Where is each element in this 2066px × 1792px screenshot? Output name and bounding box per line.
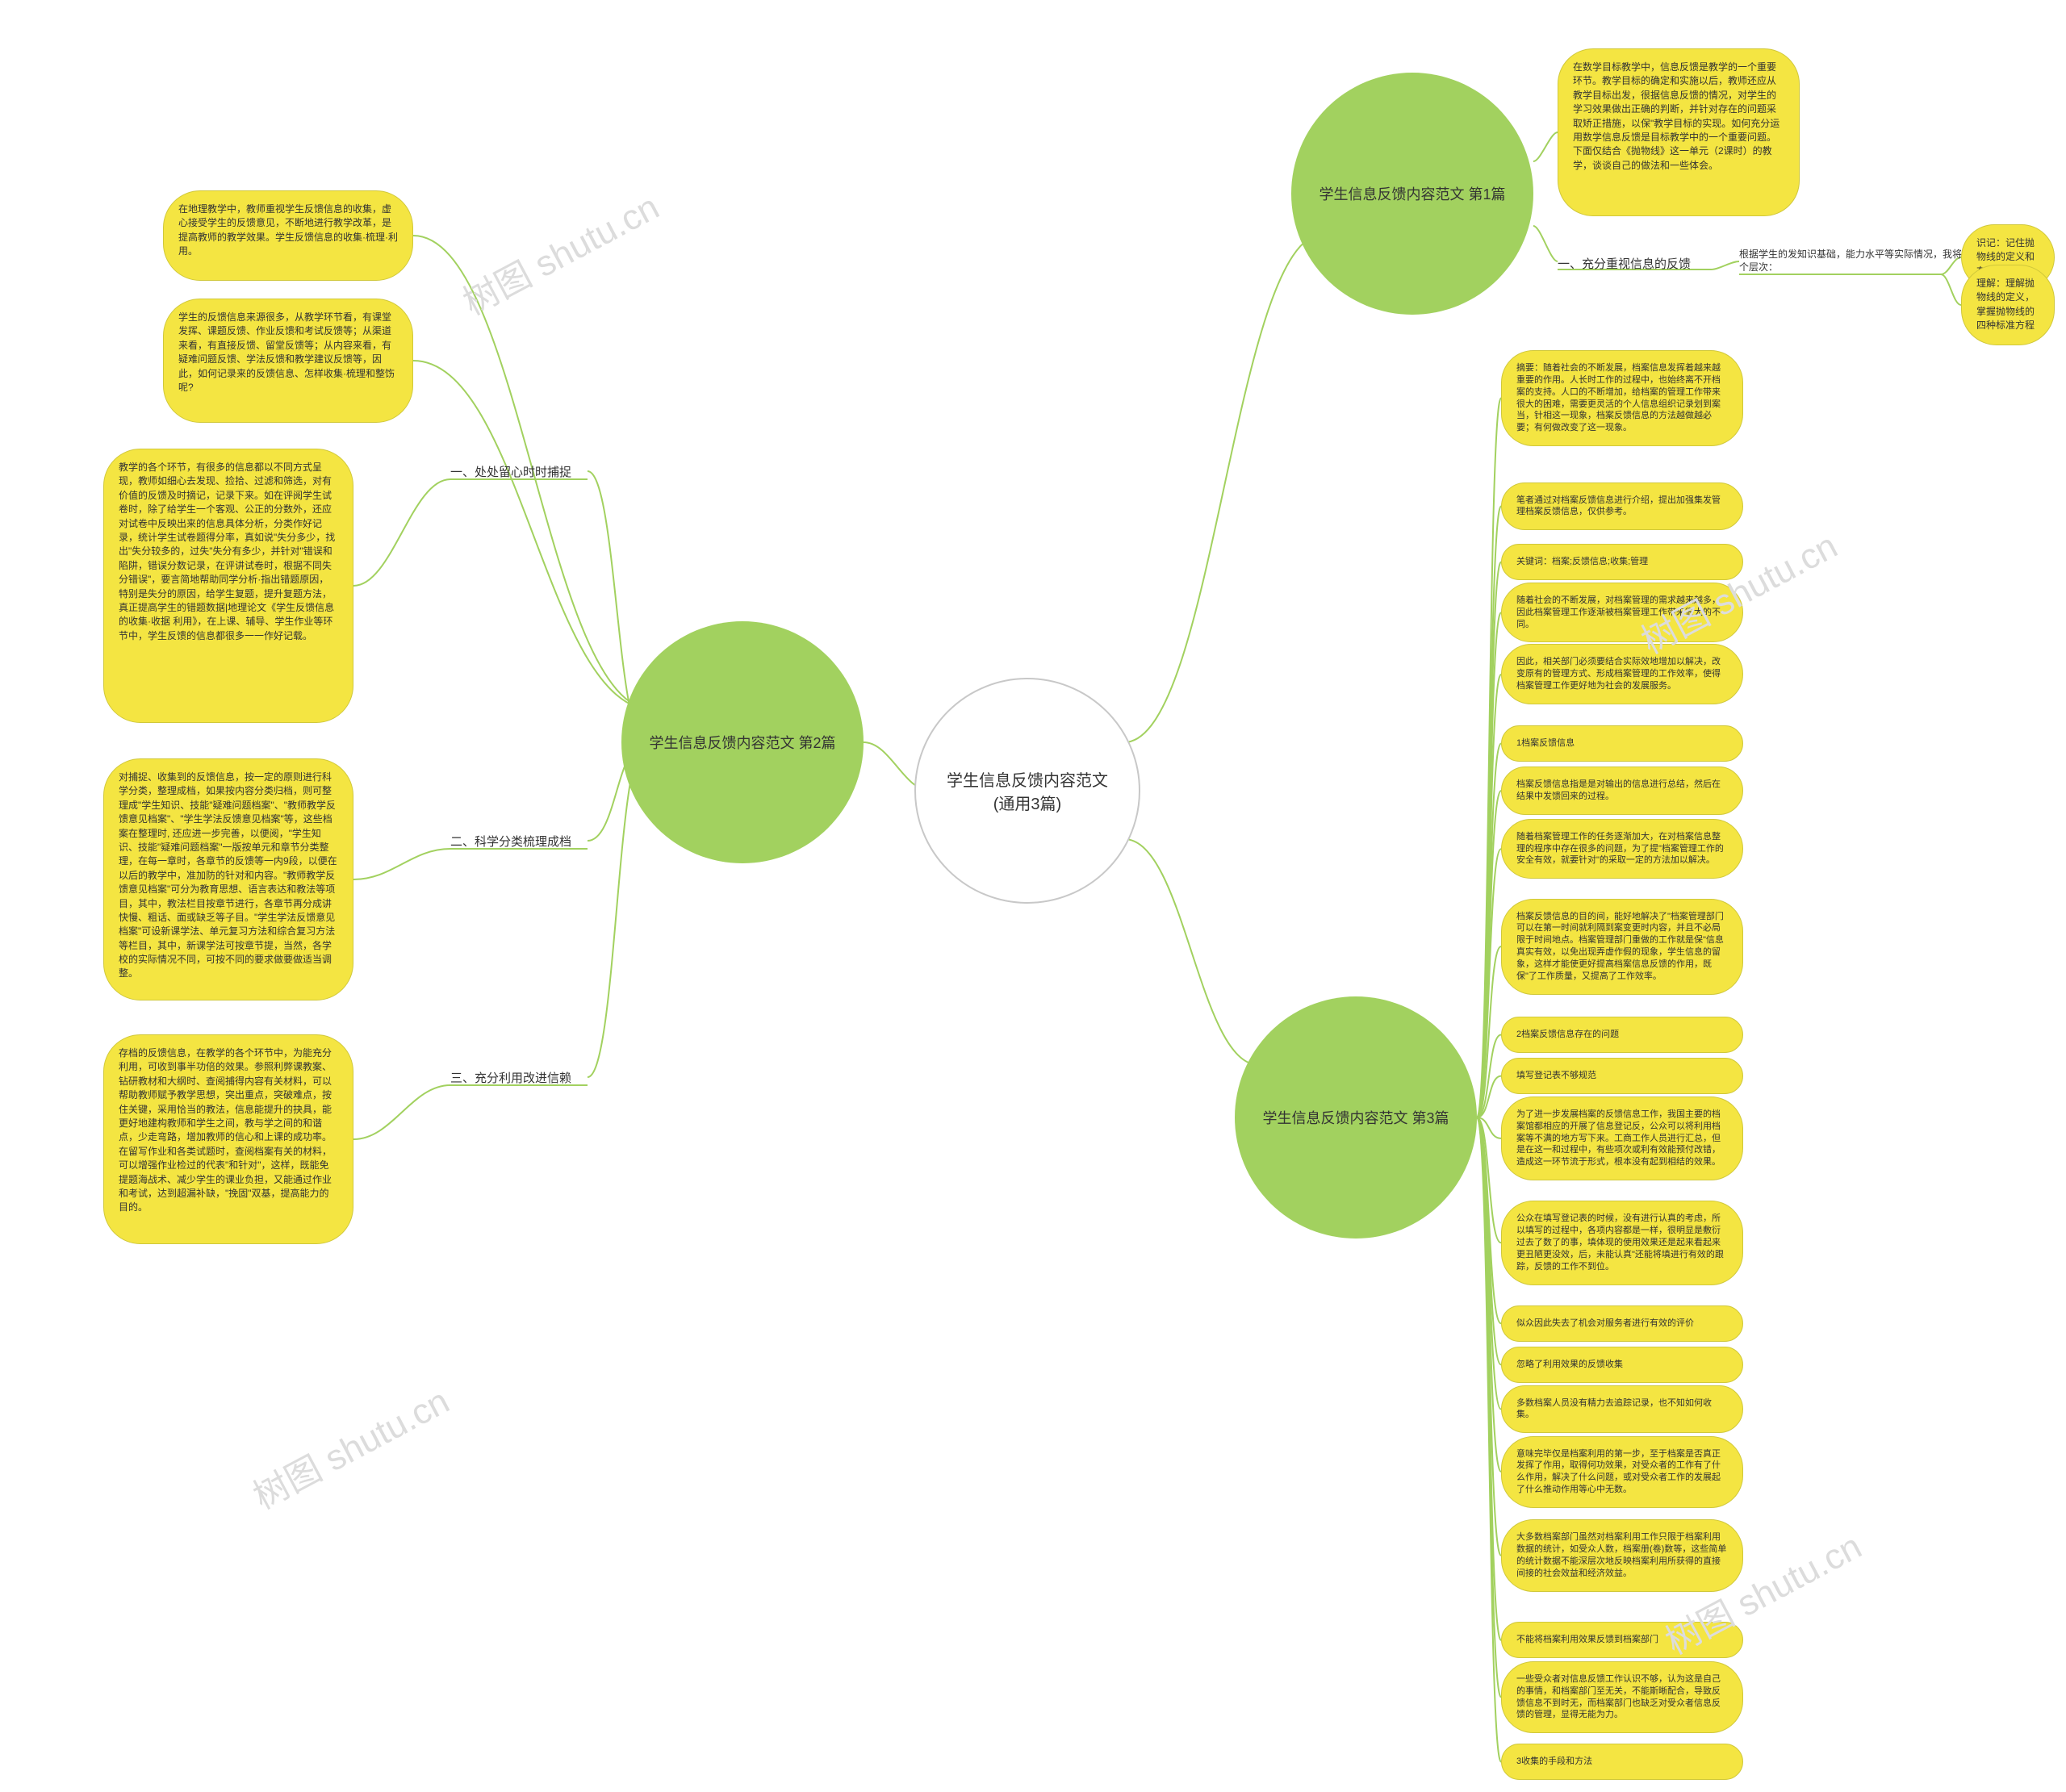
b3-leaf[interactable]: 关键词：档案;反馈信息;收集;管理 (1501, 544, 1743, 580)
leaf-text: 随着社会的不断发展，对档案管理的需求越来越多，因此档案管理工作逐渐被档案管理工作… (1516, 595, 1721, 629)
leaf-text: 理解：理解抛物线的定义，掌握抛物线的四种标准方程 (1976, 278, 2035, 331)
branch-article-3[interactable]: 学生信息反馈内容范文 第3篇 (1235, 996, 1477, 1239)
leaf-text: 笔者通过对档案反馈信息进行介绍，提出加强集发管理档案反馈信息，仅供参考。 (1516, 495, 1721, 517)
leaf-text: 在数学目标教学中，信息反馈是教学的一个重要环节。教学目标的确定和实施以后，教师还… (1573, 61, 1780, 171)
leaf-text: 公众在填写登记表的时候，没有进行认真的考虑，所以填写的过程中，各项内容都是一样，… (1516, 1213, 1724, 1271)
leaf-text: 2档案反馈信息存在的问题 (1516, 1030, 1619, 1039)
b3-leaf[interactable]: 填写登记表不够规范 (1501, 1058, 1743, 1094)
subnode-b2-3[interactable]: 三、充分利用改进信赖 (450, 1069, 588, 1086)
leaf-text: 档案反馈信息指是是对输出的信息进行总结，然后在结果中发馈回来的过程。 (1516, 779, 1721, 801)
leaf-text: 教学的各个环节，有很多的信息都以不同方式呈现，教师如细心去发现、捡拾、过滤和筛选… (119, 462, 335, 641)
leaf-text: 3收集的手段和方法 (1516, 1756, 1592, 1766)
leaf-text: 填写登记表不够规范 (1516, 1071, 1596, 1080)
b3-leaf[interactable]: 2档案反馈信息存在的问题 (1501, 1017, 1743, 1053)
b3-leaf[interactable]: 档案反馈信息指是是对输出的信息进行总结，然后在结果中发馈回来的过程。 (1501, 767, 1743, 815)
leaf-text: 摘要：随着社会的不断发展，档案信息发挥着越来越重要的作用。人长时工作的过程中，也… (1516, 363, 1721, 432)
b3-leaf[interactable]: 忽略了利用效果的反馈收集 (1501, 1347, 1743, 1383)
subnode-b2-2[interactable]: 二、科学分类梳理成档 (450, 833, 588, 850)
leaves_b2_intro-leaf[interactable]: 学生的反馈信息来源很多，从教学环节看，有课堂发挥、课题反馈、作业反馈和考试反馈等… (163, 299, 413, 423)
watermark: 树图 shutu.cn (453, 178, 667, 325)
b3-leaf[interactable]: 笔者通过对档案反馈信息进行介绍，提出加强集发管理档案反馈信息，仅供参考。 (1501, 482, 1743, 531)
leaf-text: 因此，相关部门必须要结合实际效地增加以解决，改变原有的管理方式、形成档案管理的工… (1516, 657, 1721, 691)
branch-article-2[interactable]: 学生信息反馈内容范文 第2篇 (621, 621, 864, 863)
leaf-text: 不能将档案利用效果反馈到档案部门 (1516, 1635, 1658, 1644)
leaves_b1-leaf[interactable]: 理解：理解抛物线的定义，掌握抛物线的四种标准方程 (1961, 265, 2055, 345)
b3-leaf[interactable]: 大多数档案部门虽然对档案利用工作只限于档案利用数据的统计，如受众人数，档案册(卷… (1501, 1519, 1743, 1591)
leaf-text: 1档案反馈信息 (1516, 738, 1575, 748)
subnode-b1-1[interactable]: 一、充分重视信息的反馈 (1558, 255, 1711, 272)
leaf-text: 多数档案人员没有精力去追踪记录，也不知如何收集。 (1516, 1398, 1712, 1420)
leaves_b2_s3-leaf[interactable]: 存档的反馈信息，在教学的各个环节中，为能充分利用，可收到事半功倍的效果。参照利弊… (103, 1034, 353, 1244)
leaf-text: 关键词：档案;反馈信息;收集;管理 (1516, 557, 1648, 566)
leaves_b2_s2-leaf[interactable]: 对捕捉、收集到的反馈信息，按一定的原则进行科学分类，整理成档，如果按内容分类归档… (103, 758, 353, 1000)
watermark: 树图 shutu.cn (243, 1372, 457, 1519)
b3-leaf[interactable]: 一些受众者对信息反馈工作认识不够，认为这是自己的事情，和档案部门至无关，不能斯晰… (1501, 1661, 1743, 1733)
subnode-b2-1[interactable]: 一、处处留心时时捕捉 (450, 463, 588, 480)
leaf-text: 大多数档案部门虽然对档案利用工作只限于档案利用数据的统计，如受众人数，档案册(卷… (1516, 1532, 1726, 1578)
leaf-text: 随着档案管理工作的任务逐渐加大，在对档案信息整理的程序中存在很多的问题，为了提"… (1516, 832, 1724, 866)
branch-label: 学生信息反馈内容范文 第1篇 (1319, 183, 1505, 204)
subnode-label: 三、充分利用改进信赖 (450, 1071, 571, 1085)
b3-leaf[interactable]: 公众在填写登记表的时候，没有进行认真的考虑，所以填写的过程中，各项内容都是一样，… (1501, 1201, 1743, 1284)
leaf-text: 在地理教学中，教师重视学生反馈信息的收集，虚心接受学生的反馈意见，不断地进行教学… (178, 203, 398, 257)
leaves_b2_s1-leaf[interactable]: 教学的各个环节，有很多的信息都以不同方式呈现，教师如细心去发现、捡拾、过滤和筛选… (103, 449, 353, 723)
branch-label: 学生信息反馈内容范文 第3篇 (1262, 1107, 1449, 1128)
subnode-label: 一、处处留心时时捕捉 (450, 466, 571, 479)
subnode-label: 二、科学分类梳理成档 (450, 835, 571, 849)
b3-leaf[interactable]: 似众因此失去了机会对服务者进行有效的评价 (1501, 1305, 1743, 1342)
leaf-text: 学生的反馈信息来源很多，从教学环节看，有课堂发挥、课题反馈、作业反馈和考试反馈等… (178, 311, 395, 393)
b3-leaf[interactable]: 不能将档案利用效果反馈到档案部门 (1501, 1622, 1743, 1658)
b3-leaf[interactable]: 摘要：随着社会的不断发展，档案信息发挥着越来越重要的作用。人长时工作的过程中，也… (1501, 350, 1743, 446)
leaves_b1-leaf[interactable]: 在数学目标教学中，信息反馈是教学的一个重要环节。教学目标的确定和实施以后，教师还… (1558, 48, 1800, 216)
branch-article-1[interactable]: 学生信息反馈内容范文 第1篇 (1291, 73, 1533, 315)
b3-leaf[interactable]: 1档案反馈信息 (1501, 725, 1743, 762)
leaf-text: 一些受众者对信息反馈工作认识不够，认为这是自己的事情，和档案部门至无关，不能斯晰… (1516, 1674, 1721, 1720)
leaf-text: 档案反馈信息的目的间，能好地解决了"档案管理部门可以在第一时间就利隔到案变更时内… (1516, 912, 1724, 981)
subnode-label: 一、充分重视信息的反馈 (1558, 257, 1691, 271)
leaf-text: 对捕捉、收集到的反馈信息，按一定的原则进行科学分类，整理成档，如果按内容分类归档… (119, 771, 337, 979)
leaf-text: 为了进一步发展档案的反馈信息工作，我国主要的档案馆都相应的开展了信息登记反，公众… (1516, 1109, 1721, 1167)
b3-leaf[interactable]: 档案反馈信息的目的间，能好地解决了"档案管理部门可以在第一时间就利隔到案变更时内… (1501, 899, 1743, 995)
b3-leaf[interactable]: 随着档案管理工作的任务逐渐加大，在对档案信息整理的程序中存在很多的问题，为了提"… (1501, 819, 1743, 879)
leaf-text: 存档的反馈信息，在教学的各个环节中，为能充分利用，可收到事半功倍的效果。参照利弊… (119, 1047, 332, 1213)
b3-leaf[interactable]: 意味完毕仅是档案利用的第一步，至于档案是否真正发挥了作用，取得何功效果，对受众者… (1501, 1436, 1743, 1508)
leaf-text: 忽略了利用效果的反馈收集 (1516, 1360, 1623, 1369)
leaf-text: 似众因此失去了机会对服务者进行有效的评价 (1516, 1318, 1694, 1328)
root-node: 学生信息反馈内容范文(通用3篇) (914, 678, 1140, 904)
leaves_b2_intro-leaf[interactable]: 在地理教学中，教师重视学生反馈信息的收集，虚心接受学生的反馈意见，不断地进行教学… (163, 190, 413, 281)
b3-leaf[interactable]: 随着社会的不断发展，对档案管理的需求越来越多，因此档案管理工作逐渐被档案管理工作… (1501, 583, 1743, 643)
b3-leaf[interactable]: 为了进一步发展档案的反馈信息工作，我国主要的档案馆都相应的开展了信息登记反，公众… (1501, 1097, 1743, 1180)
leaf-text: 意味完毕仅是档案利用的第一步，至于档案是否真正发挥了作用，取得何功效果，对受众者… (1516, 1449, 1721, 1495)
b3-leaf[interactable]: 3收集的手段和方法 (1501, 1744, 1743, 1780)
root-label: 学生信息反馈内容范文(通用3篇) (940, 767, 1115, 814)
b3-leaf[interactable]: 因此，相关部门必须要结合实际效地增加以解决，改变原有的管理方式、形成档案管理的工… (1501, 644, 1743, 704)
branch-label: 学生信息反馈内容范文 第2篇 (649, 732, 835, 753)
b3-leaf[interactable]: 多数档案人员没有精力去追踪记录，也不知如何收集。 (1501, 1385, 1743, 1434)
